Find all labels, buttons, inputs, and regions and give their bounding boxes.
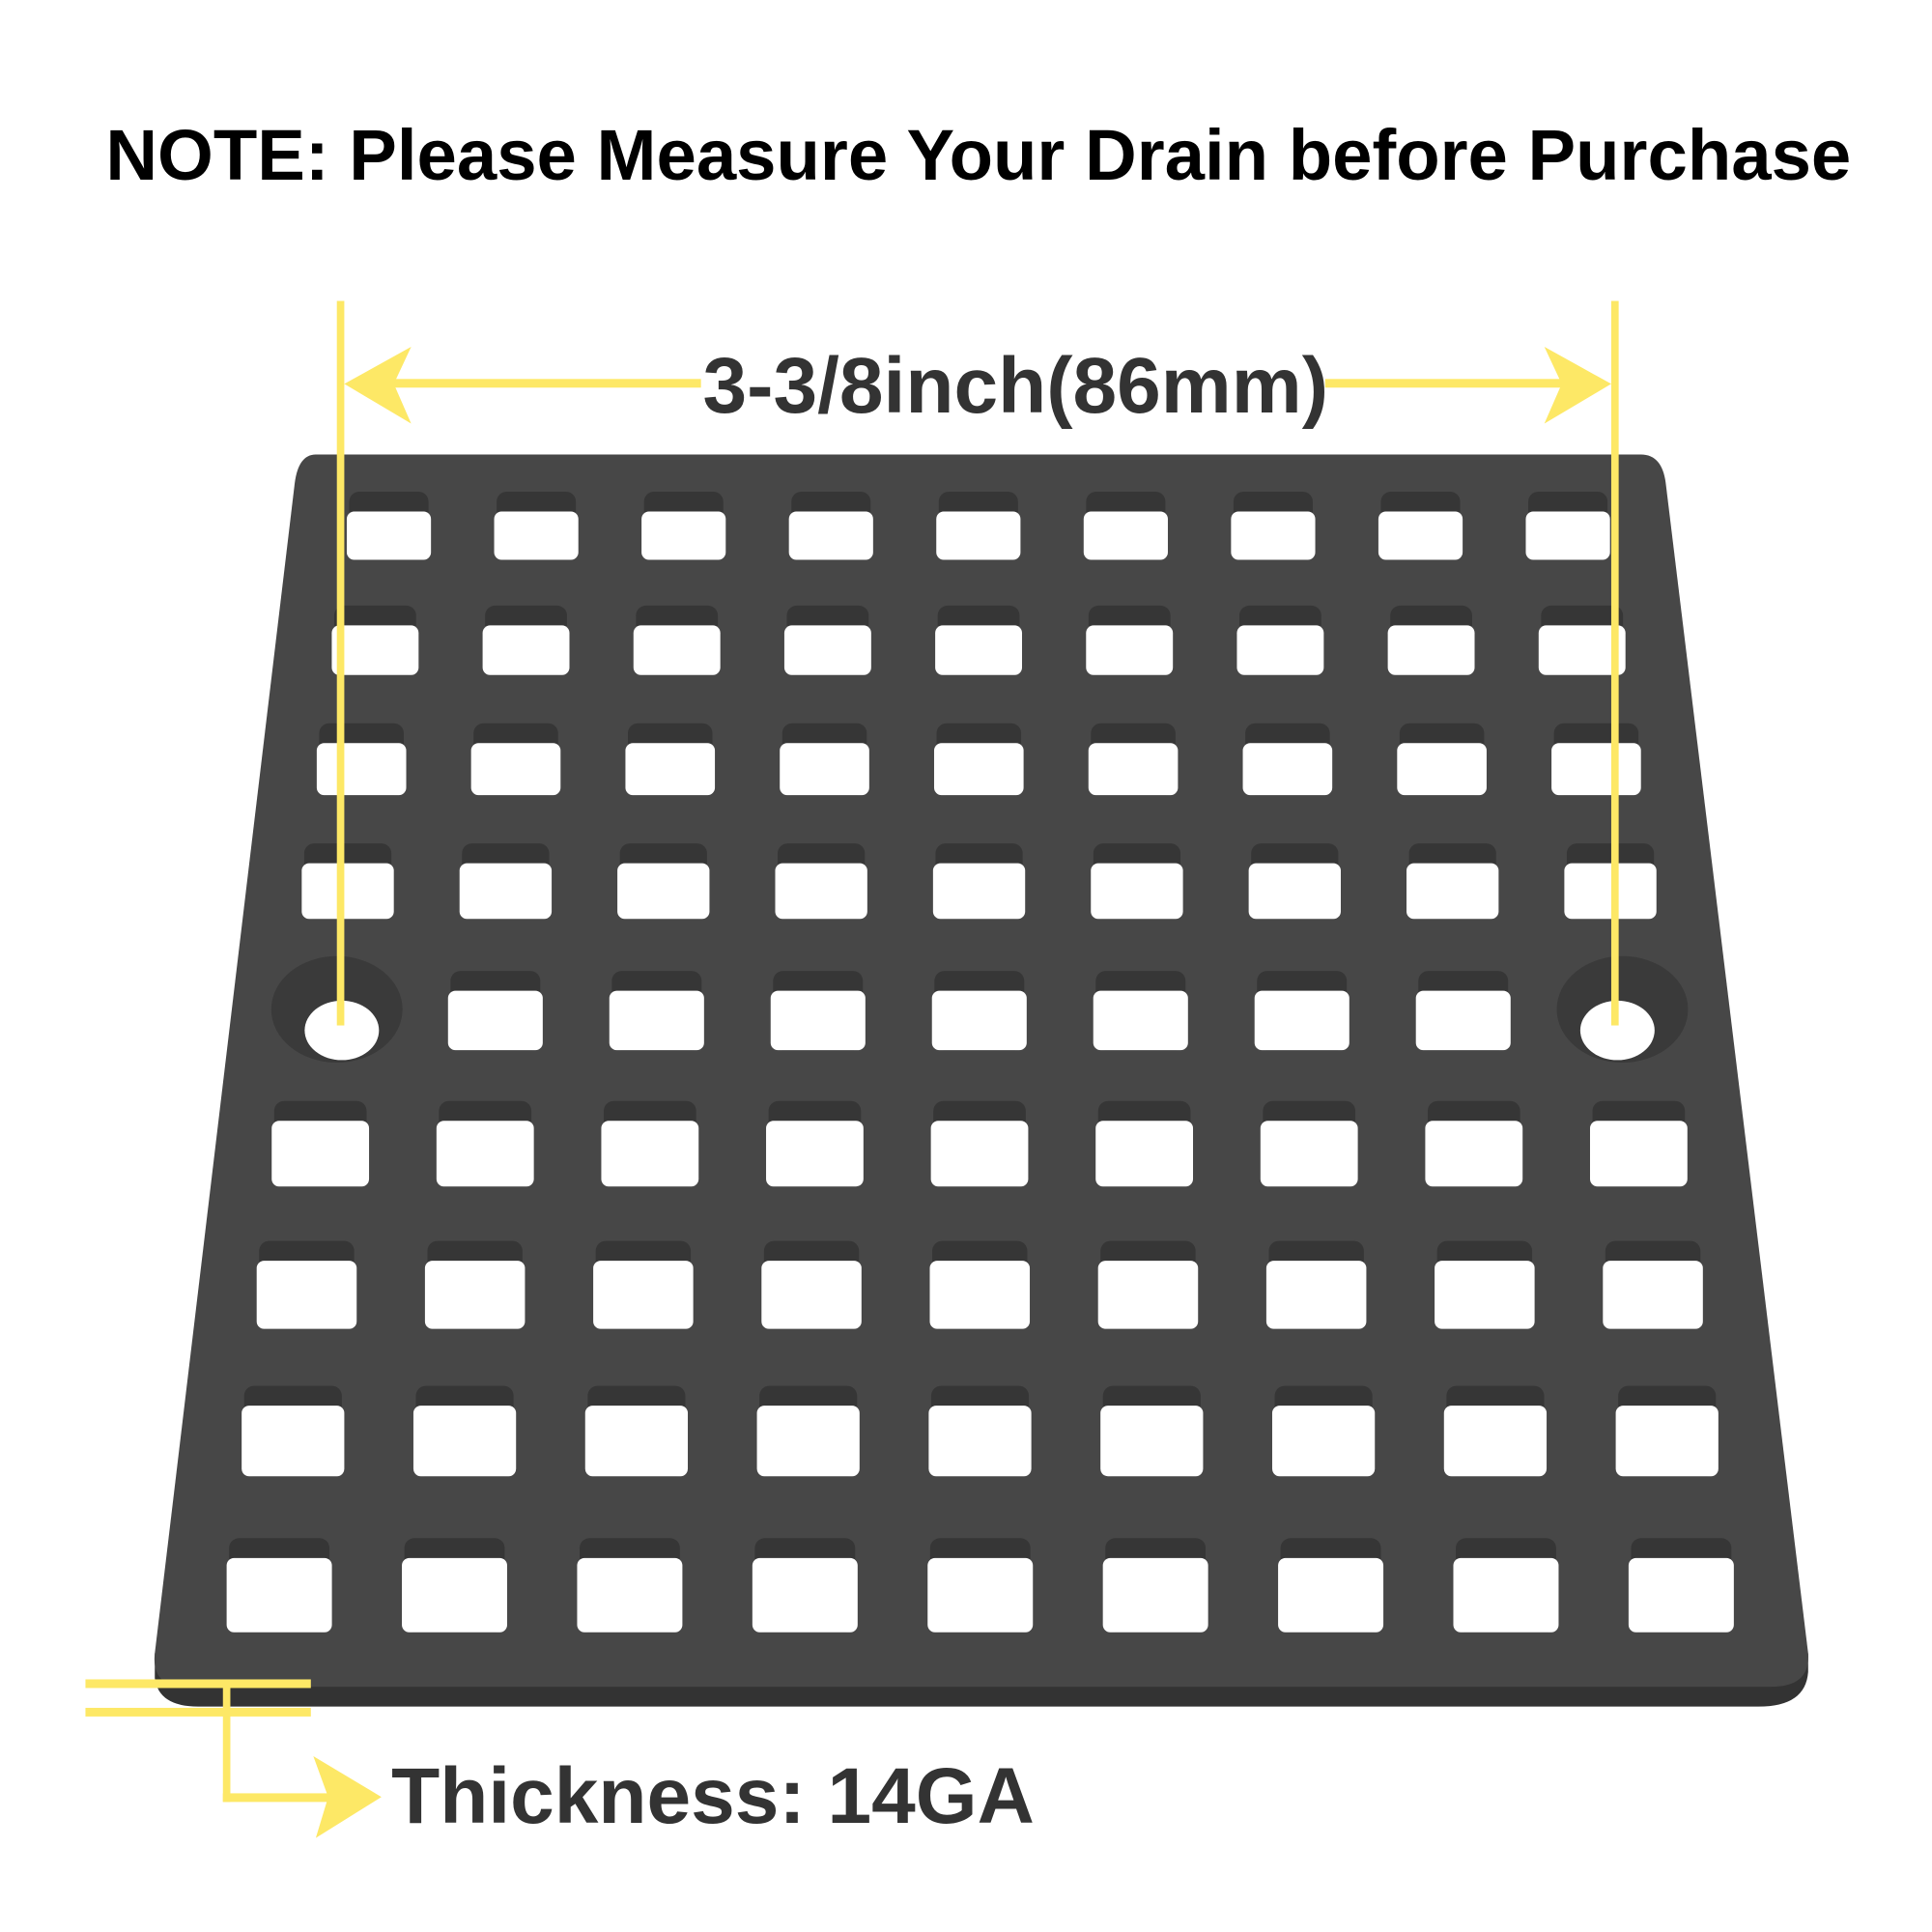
drain-hole — [331, 625, 419, 675]
drain-hole — [1086, 625, 1174, 675]
drain-hole — [1100, 1406, 1204, 1477]
drain-hole — [641, 511, 726, 560]
drain-hole — [226, 1557, 332, 1633]
drain-hole — [1615, 1406, 1719, 1477]
arrow-left-icon — [344, 346, 412, 424]
drain-hole — [593, 1261, 694, 1329]
drain-hole — [935, 625, 1023, 675]
drain-hole — [1628, 1557, 1734, 1633]
drain-hole — [929, 1261, 1031, 1329]
drain-hole — [1236, 625, 1324, 675]
drain-hole — [617, 863, 710, 920]
drain-hole — [1097, 1261, 1199, 1329]
drain-hole — [1453, 1557, 1559, 1633]
drain-hole — [1425, 1121, 1523, 1187]
drain-hole — [775, 863, 867, 920]
drain-hole — [1443, 1406, 1548, 1477]
drain-hole — [1538, 625, 1626, 675]
drain-hole — [1083, 511, 1168, 560]
drain-hole — [470, 743, 561, 796]
drain-hole — [927, 1557, 1034, 1633]
drain-hole — [424, 1261, 526, 1329]
drain-hole — [402, 1557, 507, 1633]
width-dimension: 3-3/8inch(86mm) — [336, 300, 1619, 1026]
thickness-dimension: Thickness: 14GA — [85, 1679, 1035, 1840]
width-label: 3-3/8inch(86mm) — [703, 342, 1328, 430]
drain-hole — [1265, 1261, 1367, 1329]
drain-hole — [1406, 863, 1499, 920]
drain-hole — [933, 743, 1024, 796]
drain-hole — [1231, 511, 1316, 560]
drain-hole — [1564, 863, 1657, 920]
drain-hole — [301, 863, 394, 920]
drain-hole — [1248, 863, 1341, 920]
drain-hole — [494, 511, 579, 560]
drain-hole — [1397, 743, 1487, 796]
drain-hole — [242, 1406, 345, 1477]
drain-hole — [601, 1121, 699, 1187]
drain-hole — [780, 743, 869, 796]
drain-hole — [1095, 1121, 1194, 1187]
dimension-line-left — [336, 300, 345, 1026]
drain-hole — [1254, 990, 1350, 1051]
drain-hole — [316, 743, 407, 796]
drain-holes — [226, 491, 1734, 1633]
note-title: NOTE: Please Measure Your Drain before P… — [105, 115, 1851, 195]
drain-hole — [1525, 511, 1610, 560]
drain-hole — [930, 1121, 1029, 1187]
drain-hole — [1091, 863, 1183, 920]
screw-hole-right — [1556, 955, 1689, 1063]
drain-hole — [625, 743, 716, 796]
drain-hole — [1088, 743, 1179, 796]
drain-hole — [1260, 1121, 1358, 1187]
drain-hole — [1415, 990, 1511, 1051]
drain-hole — [1551, 743, 1641, 796]
drain-hole — [412, 1406, 517, 1477]
drain-hole — [1387, 625, 1475, 675]
drain-hole — [1242, 743, 1333, 796]
thickness-label: Thickness: 14GA — [391, 1752, 1035, 1840]
drain-hole — [761, 1261, 862, 1329]
drain-hole — [1378, 511, 1463, 560]
drain-hole — [1589, 1121, 1688, 1187]
drain-hole — [931, 990, 1027, 1051]
drain-hole — [788, 511, 873, 560]
drain-hole — [346, 511, 432, 560]
drain-hole — [609, 990, 704, 1051]
drain-hole — [766, 1121, 864, 1187]
arrow-right-icon — [1544, 346, 1611, 424]
drain-hole — [1603, 1261, 1703, 1329]
drain-hole — [932, 863, 1026, 920]
drain-plate — [154, 454, 1808, 1707]
drain-hole — [459, 863, 553, 920]
drain-hole — [447, 990, 543, 1051]
drain-hole — [271, 1121, 370, 1187]
dimension-line-right — [1610, 300, 1619, 1026]
drain-hole — [770, 990, 866, 1051]
drain-hole — [1093, 990, 1188, 1051]
drain-hole — [928, 1406, 1032, 1477]
drain-hole — [1435, 1261, 1535, 1329]
drain-hole — [752, 1557, 858, 1633]
drain-hole — [436, 1121, 534, 1187]
drain-hole — [482, 625, 570, 675]
drain-hole — [756, 1406, 860, 1477]
drain-hole — [783, 625, 871, 675]
drain-hole — [584, 1406, 689, 1477]
arrow-right-icon — [313, 1755, 382, 1838]
drain-hole — [1278, 1557, 1384, 1633]
drain-hole — [1102, 1557, 1208, 1633]
drain-hole — [1271, 1406, 1376, 1477]
drain-hole — [633, 625, 721, 675]
plate-top — [154, 454, 1808, 1688]
drain-hole — [936, 511, 1021, 560]
drain-hole — [256, 1261, 357, 1329]
drain-hole — [577, 1557, 683, 1633]
